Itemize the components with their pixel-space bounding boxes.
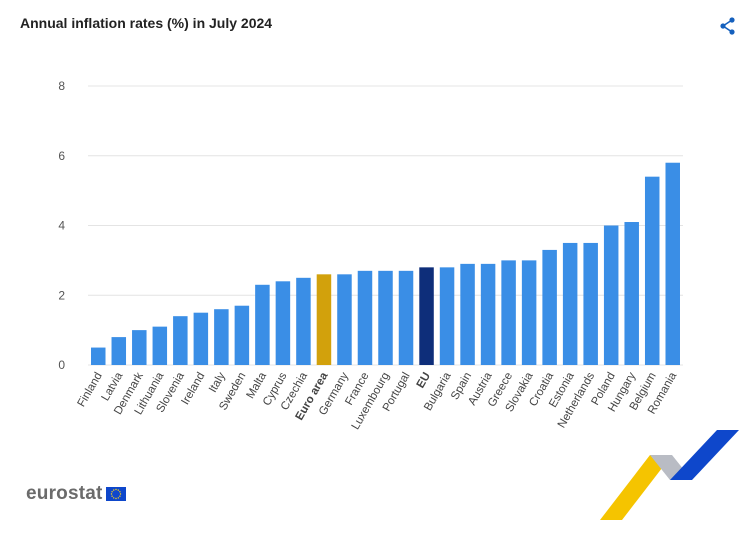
bar-lithuania[interactable] <box>152 326 168 365</box>
bar-romania[interactable] <box>665 162 680 365</box>
chart-title: Annual inflation rates (%) in July 2024 <box>20 15 273 31</box>
x-tick-label: EU <box>415 371 433 391</box>
x-tick-label: Finland <box>76 371 105 410</box>
bar-slovakia[interactable] <box>521 260 537 365</box>
bar-france[interactable] <box>357 270 373 365</box>
bar-sweden[interactable] <box>234 305 250 365</box>
bar-ireland[interactable] <box>193 312 209 365</box>
bar-slovenia[interactable] <box>173 316 188 365</box>
bar-bulgaria[interactable] <box>439 267 455 365</box>
eurostat-logo: eurostat <box>26 483 126 505</box>
bar-euro-area[interactable] <box>316 274 332 365</box>
bar-cyprus[interactable] <box>275 281 291 365</box>
bar-netherlands[interactable] <box>583 242 598 365</box>
bar-czechia[interactable] <box>296 277 311 365</box>
bar-latvia[interactable] <box>111 337 127 365</box>
y-tick-label: 6 <box>58 149 65 163</box>
decorative-ribbon <box>600 430 739 520</box>
bar-malta[interactable] <box>255 284 270 365</box>
bar-austria[interactable] <box>480 263 496 365</box>
bar-poland[interactable] <box>603 225 619 366</box>
bar-germany[interactable] <box>337 274 352 365</box>
bar-luxembourg[interactable] <box>378 270 393 365</box>
bar-estonia[interactable] <box>562 242 578 365</box>
bar-finland[interactable] <box>91 347 106 365</box>
bar-hungary[interactable] <box>624 222 639 365</box>
y-tick-label: 4 <box>58 219 65 233</box>
y-tick-label: 8 <box>58 79 65 93</box>
logo-text: eurostat <box>26 483 103 504</box>
bar-greece[interactable] <box>501 260 516 365</box>
bar-belgium[interactable] <box>644 176 660 365</box>
bar-spain[interactable] <box>460 263 475 365</box>
y-tick-label: 0 <box>58 358 65 372</box>
y-tick-label: 2 <box>58 288 65 302</box>
bar-denmark[interactable] <box>132 330 147 365</box>
bar-portugal[interactable] <box>398 270 414 365</box>
bar-croatia[interactable] <box>542 249 557 365</box>
eu-flag-icon <box>105 487 126 501</box>
share-icon[interactable] <box>718 16 738 36</box>
x-tick-label: Italy <box>207 370 228 394</box>
bar-eu[interactable] <box>419 267 434 365</box>
bar-italy[interactable] <box>214 309 229 365</box>
